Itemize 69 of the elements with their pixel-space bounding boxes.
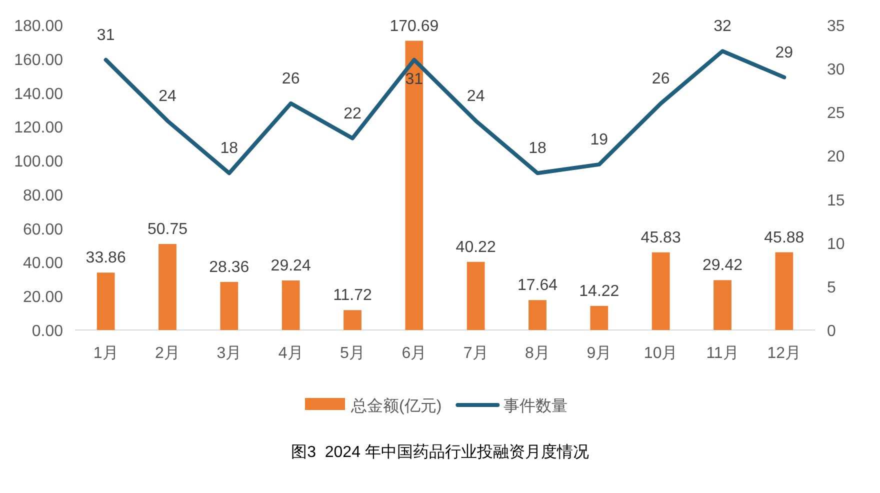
text: 图3 2024 年中国药品行业投融资月度情况 <box>291 443 589 461</box>
data-label: 45.83 <box>640 229 681 246</box>
data-label: 18 <box>220 140 238 158</box>
bar <box>282 280 300 330</box>
x-tick-label: 12月 <box>767 345 802 362</box>
data-label: 26 <box>652 70 670 88</box>
x-tick-label: 3月 <box>216 345 242 362</box>
y2-tick-label: 5 <box>827 279 836 296</box>
y-tick-label: 40.00 <box>22 255 64 272</box>
bar <box>775 252 794 330</box>
y-tick-label: 140.00 <box>14 86 64 103</box>
data-label: 40.22 <box>456 238 496 256</box>
bar <box>714 280 732 330</box>
data-label: 28.36 <box>209 258 250 276</box>
y-tick-label: 20.00 <box>22 289 64 306</box>
x-tick-label: 2月 <box>155 345 180 362</box>
y-tick-label: 160.00 <box>14 52 64 69</box>
data-label: 14.22 <box>579 282 620 300</box>
data-label: 26 <box>282 70 300 88</box>
bar <box>466 262 485 330</box>
data-label: 17.64 <box>517 277 558 294</box>
y-tick-label: 120.00 <box>14 120 64 137</box>
y2-tick-label: 15 <box>827 192 845 210</box>
y-tick-label: 180.00 <box>14 18 64 35</box>
data-label: 45.88 <box>764 229 804 246</box>
data-label: 24 <box>466 88 485 105</box>
y2-tick-label: 10 <box>827 236 845 253</box>
data-label: 24 <box>158 88 176 105</box>
data-label: 29.24 <box>270 257 311 274</box>
bar <box>590 306 608 330</box>
data-label: 170.69 <box>390 18 439 35</box>
data-label: 29.42 <box>702 257 743 274</box>
legend-label: 事件数量 <box>504 397 568 415</box>
bar <box>158 244 176 330</box>
x-tick-label: 5月 <box>340 345 365 362</box>
y2-tick-label: 20 <box>827 148 845 166</box>
bar <box>96 272 115 330</box>
data-label: 33.86 <box>86 250 126 267</box>
bar <box>528 300 546 330</box>
y2-tick-label: 25 <box>827 105 845 122</box>
x-tick-label: 10月 <box>644 345 678 362</box>
bar <box>652 252 670 330</box>
y-tick-label: 80.00 <box>22 187 64 204</box>
bar <box>344 310 362 330</box>
data-label: 11.72 <box>333 287 372 304</box>
data-label: 32 <box>714 18 732 36</box>
y2-tick-label: 35 <box>827 18 845 35</box>
data-label: 18 <box>528 140 546 158</box>
data-label: 50.75 <box>147 221 188 238</box>
bar <box>405 40 424 330</box>
x-tick-label: 6月 <box>402 345 427 362</box>
x-tick-label: 1月 <box>93 345 118 362</box>
data-label: 31 <box>96 26 115 44</box>
x-tick-label: 7月 <box>463 345 488 362</box>
data-label: 29 <box>775 44 794 62</box>
data-label: 31 <box>405 70 424 88</box>
x-tick-label: 8月 <box>525 345 550 362</box>
bar <box>220 282 238 330</box>
y-tick-label: 100.00 <box>14 154 64 171</box>
data-label: 19 <box>590 131 608 148</box>
y-tick-label: 60.00 <box>22 221 64 238</box>
y2-tick-label: 30 <box>827 62 845 79</box>
y2-tick-label: 0 <box>827 323 836 340</box>
x-tick-label: 4月 <box>278 345 304 362</box>
legend-label: 总金额(亿元) <box>350 397 442 415</box>
y-tick-label: 0.00 <box>32 323 64 340</box>
x-tick-label: 9月 <box>586 345 612 362</box>
data-label: 22 <box>344 105 362 122</box>
x-tick-label: 11月 <box>706 345 739 362</box>
